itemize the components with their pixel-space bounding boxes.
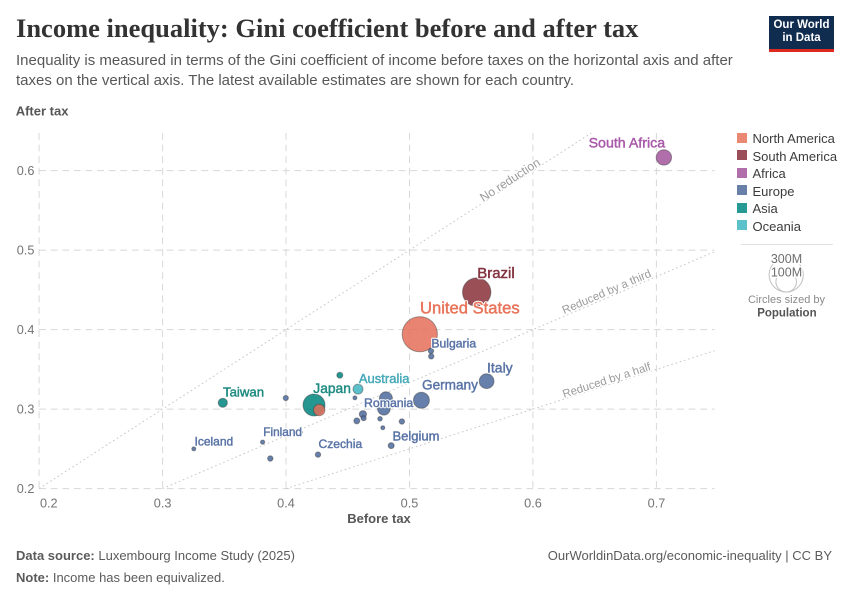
svg-text:Before tax: Before tax: [347, 511, 411, 526]
svg-text:0.6: 0.6: [17, 164, 35, 178]
svg-text:United States: United States: [420, 298, 520, 317]
svg-text:0.3: 0.3: [17, 403, 35, 417]
svg-text:Czechia: Czechia: [319, 437, 363, 451]
svg-text:Taiwan: Taiwan: [223, 385, 264, 400]
svg-text:Japan: Japan: [313, 381, 351, 396]
svg-text:Finland: Finland: [263, 425, 302, 439]
svg-text:0.5: 0.5: [401, 497, 419, 511]
svg-text:Italy: Italy: [487, 360, 513, 376]
svg-text:Brazil: Brazil: [477, 265, 515, 282]
svg-text:Iceland: Iceland: [195, 435, 234, 449]
svg-text:After tax: After tax: [16, 104, 70, 119]
svg-text:South Africa: South Africa: [589, 136, 666, 152]
svg-text:Finland: Finland: [263, 425, 302, 439]
svg-text:Taiwan: Taiwan: [223, 385, 264, 400]
svg-text:South Africa: South Africa: [589, 136, 666, 152]
svg-text:Bulgaria: Bulgaria: [431, 336, 476, 350]
svg-text:Bulgaria: Bulgaria: [431, 336, 476, 350]
svg-text:0.4: 0.4: [277, 497, 295, 511]
svg-text:Reduced by a third: Reduced by a third: [561, 268, 654, 317]
svg-text:Belgium: Belgium: [393, 428, 440, 443]
svg-text:Population: Population: [757, 308, 816, 320]
svg-text:0.2: 0.2: [17, 482, 35, 496]
svg-text:Italy: Italy: [487, 360, 513, 376]
svg-text:Germany: Germany: [422, 378, 478, 393]
svg-text:0.4: 0.4: [17, 323, 35, 337]
svg-text:Belgium: Belgium: [393, 428, 440, 443]
svg-text:100M: 100M: [771, 266, 802, 280]
svg-text:0.6: 0.6: [524, 497, 542, 511]
svg-text:Australia: Australia: [359, 371, 410, 386]
svg-text:Romania: Romania: [364, 396, 413, 410]
svg-text:Australia: Australia: [359, 371, 410, 386]
svg-text:Germany: Germany: [422, 378, 478, 393]
svg-text:Romania: Romania: [364, 396, 413, 410]
svg-text:Iceland: Iceland: [195, 435, 234, 449]
svg-text:0.2: 0.2: [40, 497, 58, 511]
svg-text:Brazil: Brazil: [477, 265, 515, 282]
svg-text:0.3: 0.3: [154, 497, 172, 511]
svg-text:0.5: 0.5: [17, 244, 35, 258]
svg-text:0.7: 0.7: [648, 497, 666, 511]
svg-text:United States: United States: [420, 298, 520, 317]
svg-text:Reduced by a half: Reduced by a half: [561, 361, 653, 401]
svg-text:Czechia: Czechia: [319, 437, 363, 451]
svg-text:300M: 300M: [771, 252, 802, 266]
svg-text:Japan: Japan: [313, 381, 351, 396]
svg-text:Circles sized by: Circles sized by: [748, 294, 826, 306]
